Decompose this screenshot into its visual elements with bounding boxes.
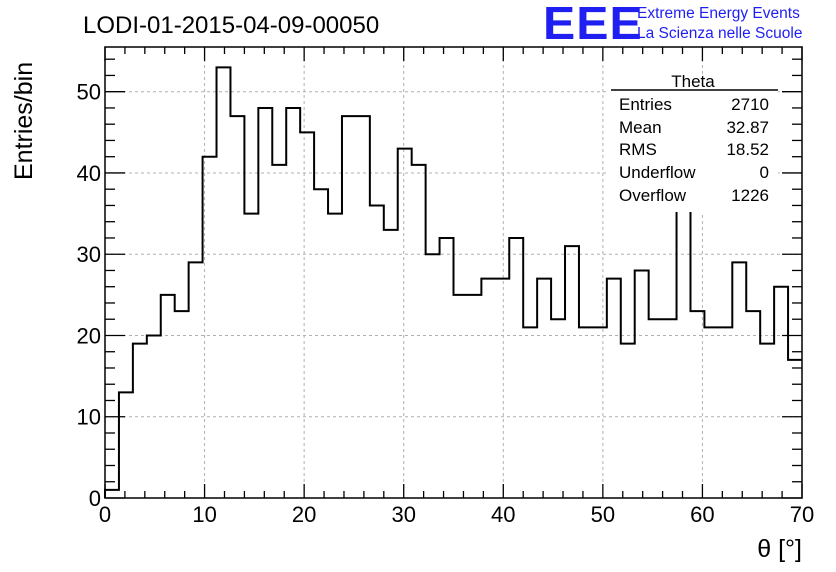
x-tick-label: 70: [790, 502, 814, 527]
histogram-bin: [732, 262, 746, 498]
histogram-bin: [286, 108, 300, 498]
histogram-bin: [370, 205, 384, 498]
x-tick-label: 20: [292, 502, 316, 527]
histogram-bin: [342, 116, 356, 498]
stats-box-title: Theta: [671, 72, 715, 91]
histogram-bin: [244, 214, 258, 498]
histogram-bin: [230, 116, 244, 498]
histogram-bin: [175, 311, 189, 498]
y-tick-label: 20: [77, 323, 101, 348]
histogram-bin: [161, 295, 175, 498]
histogram-bin: [746, 311, 760, 498]
stats-mean-value: 32.87: [726, 118, 769, 137]
histogram-bin: [426, 254, 440, 498]
y-tick-label: 50: [77, 80, 101, 105]
histogram-bin: [440, 238, 454, 498]
histogram-bin: [760, 344, 774, 498]
histogram-bin: [774, 287, 788, 498]
logo-line-2: La Scienza nelle Scuole: [637, 25, 803, 42]
x-tick-label: 0: [99, 502, 111, 527]
logo-line-1: Extreme Energy Events: [637, 5, 800, 22]
histogram-bin: [328, 214, 342, 498]
histogram-bin: [649, 319, 663, 498]
y-tick-label: 40: [77, 161, 101, 186]
x-axis-label: θ [°]: [757, 535, 802, 563]
histogram-bin: [412, 165, 426, 498]
histogram-bin: [495, 279, 509, 498]
axis-ticks: [104, 47, 803, 499]
histogram-bin: [607, 279, 621, 498]
histogram-bin: [217, 67, 231, 498]
histogram-bin: [398, 149, 412, 498]
histogram-bin: [718, 327, 732, 498]
stats-rms-label: RMS: [619, 140, 657, 159]
stats-rms-value: 18.52: [726, 140, 769, 159]
stats-box: Theta Entries 2710 Mean 32.87 RMS 18.52 …: [608, 72, 778, 212]
x-tick-labels: 0 10 20 30 40 50 60 70: [99, 502, 814, 527]
stats-box-bg: [608, 86, 778, 212]
y-tick-label: 0: [89, 486, 101, 511]
y-axis-label: Entries/bin: [10, 62, 38, 180]
histogram-bin: [537, 279, 551, 498]
histogram-bin: [203, 157, 217, 498]
x-tick-label: 40: [491, 502, 515, 527]
histogram-bin: [788, 360, 802, 498]
plot-frame: [104, 46, 803, 499]
histogram-bin: [481, 279, 495, 498]
histogram-bin: [356, 116, 370, 498]
histogram-bin: [704, 327, 718, 498]
stats-underflow-label: Underflow: [619, 163, 696, 182]
y-tick-label: 10: [77, 405, 101, 430]
histogram-bin: [105, 490, 119, 498]
x-tick-label: 10: [192, 502, 216, 527]
histogram-bin: [677, 197, 691, 498]
stats-underflow-value: 0: [760, 163, 769, 182]
histogram-bin: [258, 108, 272, 498]
stats-overflow-label: Overflow: [619, 186, 687, 205]
histogram-bin: [551, 319, 565, 498]
histogram-bin: [314, 189, 328, 498]
histogram-bin: [593, 327, 607, 498]
x-tick-label: 60: [690, 502, 714, 527]
chart-title: LODI-01-2015-04-09-00050: [83, 12, 379, 39]
y-tick-labels: 0 10 20 30 40 50: [77, 80, 101, 511]
stats-overflow-value: 1226: [731, 186, 769, 205]
stats-mean-label: Mean: [619, 118, 662, 137]
stats-entries-value: 2710: [731, 95, 769, 114]
histogram-bin: [147, 335, 161, 498]
histogram-bin: [523, 327, 537, 498]
histogram-bin: [189, 262, 203, 498]
y-tick-label: 30: [77, 242, 101, 267]
histogram-bin: [467, 295, 481, 498]
histogram-bin: [635, 270, 649, 498]
histogram-bin: [663, 319, 677, 498]
histogram-bin: [133, 344, 147, 498]
histogram-bin: [565, 246, 579, 498]
histogram-bin: [579, 327, 593, 498]
histogram-bin: [621, 344, 635, 498]
stats-entries-label: Entries: [619, 95, 672, 114]
histogram-bin: [119, 392, 133, 498]
eee-logo: EEE: [543, 0, 643, 49]
histogram-bin: [509, 238, 523, 498]
x-tick-label: 50: [591, 502, 615, 527]
histogram-bin: [384, 230, 398, 498]
x-tick-label: 30: [391, 502, 415, 527]
histogram-bin: [454, 295, 468, 498]
histogram-bin: [300, 132, 314, 498]
histogram-bin: [690, 311, 704, 498]
histogram-bin: [272, 165, 286, 498]
